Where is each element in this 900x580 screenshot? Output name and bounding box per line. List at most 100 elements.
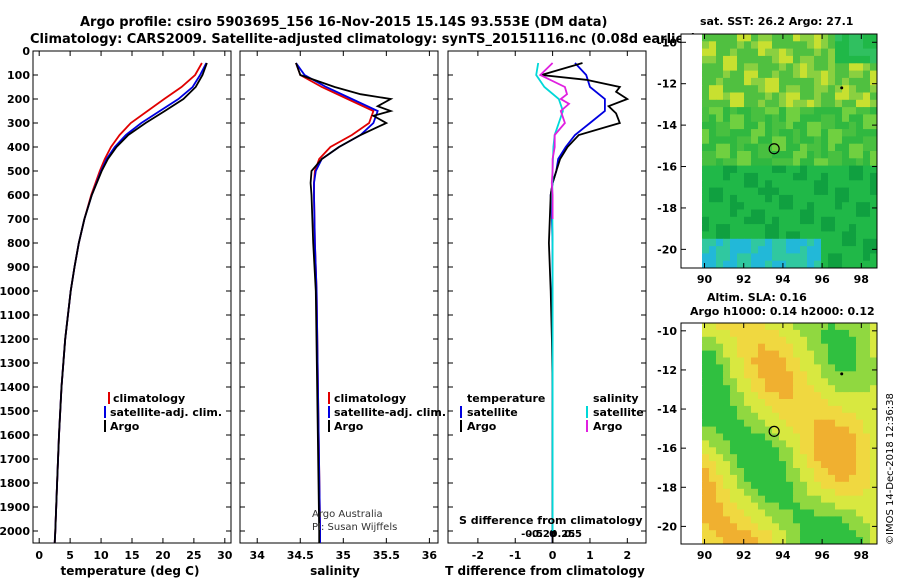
map-cell	[723, 158, 731, 166]
map-cell	[849, 454, 857, 462]
x-tick-label: 35	[336, 549, 351, 562]
map-cell	[800, 329, 808, 338]
map-cell	[702, 426, 710, 434]
map-cell	[716, 516, 724, 524]
map-cell	[856, 530, 864, 538]
map-cell	[793, 509, 801, 517]
map-cell	[723, 136, 731, 145]
map-cell	[751, 121, 759, 130]
map-cell	[835, 412, 843, 421]
map-cell	[709, 224, 717, 232]
map-cell	[835, 143, 843, 152]
x-tick-label: -1	[509, 549, 521, 562]
map-cell	[856, 165, 864, 174]
map-cell	[856, 509, 864, 517]
map-cell	[730, 77, 738, 86]
map-cell	[688, 516, 696, 524]
map-cell	[779, 77, 787, 86]
map-cell	[744, 474, 752, 483]
map-cell	[835, 34, 843, 42]
map-cell	[737, 537, 745, 545]
map-cell	[863, 405, 871, 414]
map-cell	[779, 385, 787, 393]
map-cell	[842, 502, 850, 510]
map-cell	[807, 180, 815, 188]
map-cell	[765, 70, 773, 79]
map-cell	[716, 495, 724, 503]
map-cell	[870, 378, 878, 386]
map-cell	[842, 107, 850, 115]
map-cell	[695, 502, 703, 510]
map-cell	[863, 488, 871, 497]
map-cell	[737, 378, 745, 386]
map-cell	[863, 474, 871, 483]
map-cell	[709, 378, 717, 386]
y-tick-label: 1300	[0, 357, 30, 370]
map-cell	[751, 70, 759, 79]
map-cell	[765, 488, 773, 497]
map-cell	[751, 92, 759, 101]
map-cell	[835, 209, 843, 218]
map-cell	[695, 392, 703, 400]
map-cell	[772, 165, 780, 174]
map-cell	[793, 488, 801, 497]
map-cell	[702, 136, 710, 145]
map-cell	[723, 48, 731, 57]
map-cell	[842, 85, 850, 93]
map-cell	[744, 323, 752, 331]
map-cell	[702, 194, 710, 203]
map-cell	[807, 509, 815, 517]
map-cell	[835, 502, 843, 510]
map-cell	[744, 454, 752, 462]
y-tick-label: 1100	[0, 309, 30, 322]
map-cell	[779, 399, 787, 407]
map-cell	[702, 55, 710, 64]
map-cell	[681, 151, 689, 159]
map-cell	[828, 433, 836, 441]
map-cell	[744, 209, 752, 218]
map-cell	[716, 468, 724, 476]
map-cell	[835, 41, 843, 49]
map-cell	[849, 371, 857, 379]
map-cell	[758, 253, 766, 262]
s-tick-label: -0.5	[521, 529, 543, 540]
map-cell	[870, 172, 878, 181]
map-cell	[863, 187, 871, 196]
map-cell	[737, 516, 745, 524]
map-cell	[772, 530, 780, 538]
map-cell	[842, 378, 850, 386]
map-cell	[807, 336, 815, 345]
map-cell	[688, 357, 696, 365]
y-tick-label: 1600	[0, 429, 30, 442]
map-cell	[814, 474, 822, 483]
map-cell	[842, 121, 850, 130]
map-cell	[709, 158, 717, 166]
map-cell	[835, 336, 843, 345]
map-cell	[709, 114, 717, 123]
map-cell	[870, 114, 878, 123]
map-cell	[688, 447, 696, 455]
map-cell	[709, 323, 717, 331]
x-tick-label: 36	[422, 549, 438, 562]
map-cell	[856, 107, 864, 115]
map-cell	[737, 129, 745, 137]
map-cell	[709, 343, 717, 351]
map-cell	[688, 399, 696, 407]
map-cell	[779, 329, 787, 338]
map-cell	[814, 419, 822, 427]
map-cell	[751, 253, 759, 262]
map-cell	[779, 468, 787, 476]
map-cell	[681, 419, 689, 427]
map-cell	[786, 537, 794, 545]
map-cell	[779, 114, 787, 123]
map-cell	[737, 502, 745, 510]
map-cell	[814, 216, 822, 225]
map-cell	[828, 41, 836, 49]
map-cell	[758, 454, 766, 462]
map-cell	[723, 55, 731, 64]
map-cell	[737, 158, 745, 166]
map-cell	[821, 246, 829, 254]
map-cell	[695, 136, 703, 145]
map2-title1: Altim. SLA: 0.16	[707, 291, 807, 304]
map-cell	[702, 41, 710, 49]
